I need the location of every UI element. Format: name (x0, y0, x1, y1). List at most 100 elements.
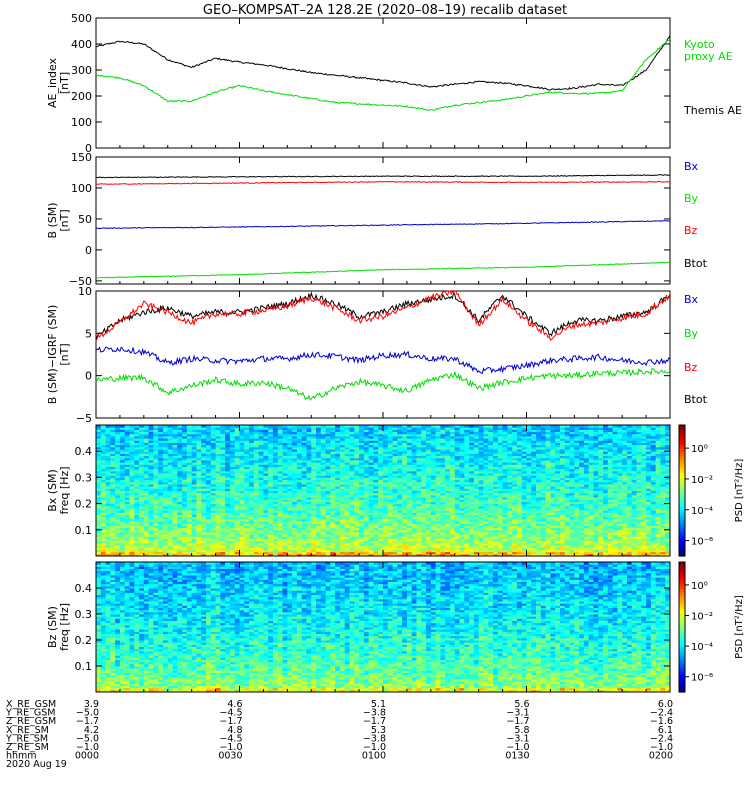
psd-cell (110, 521, 116, 524)
psd-cell (119, 510, 126, 513)
psd-cell (96, 475, 102, 478)
psd-cell (220, 490, 226, 494)
psd-cell (225, 451, 231, 454)
psd-cell (134, 433, 140, 437)
psd-cell (162, 468, 169, 472)
psd-cell (349, 442, 355, 446)
psd-cell (316, 505, 322, 509)
psd-cell (105, 442, 111, 446)
psd-cell (320, 525, 327, 529)
psd-cell (100, 505, 107, 509)
psd-cell (119, 542, 126, 546)
psd-cell (253, 525, 260, 529)
psd-cell (363, 477, 370, 481)
psd-cell (229, 553, 236, 557)
psd-cell (215, 534, 221, 537)
psd-cell (206, 446, 212, 450)
psd-cell (363, 494, 370, 498)
psd-cell (258, 429, 264, 433)
psd-cell (134, 516, 140, 520)
psd-cell (143, 477, 150, 481)
psd-cell (311, 488, 317, 491)
psd-cell (139, 431, 145, 435)
psd-cell (330, 425, 336, 428)
psd-cell (229, 510, 236, 513)
psd-cell (306, 540, 312, 544)
psd-cell (196, 442, 202, 446)
psd-cell (239, 477, 245, 481)
psd-cell (363, 523, 370, 526)
psd-cell (253, 433, 260, 437)
psd-cell (354, 457, 360, 461)
psd-cell (191, 442, 197, 446)
psd-cell (272, 494, 279, 498)
psd-cell (177, 451, 183, 454)
psd-cell (244, 516, 250, 520)
psd-cell (100, 473, 107, 476)
psd-cell (311, 451, 317, 454)
psd-cell (316, 536, 322, 540)
psd-cell (143, 527, 150, 531)
psd-cell (354, 481, 360, 485)
psd-cell (153, 510, 159, 513)
psd-cell (325, 446, 331, 450)
psd-cell (210, 477, 217, 481)
psd-cell (210, 488, 217, 491)
psd-cell (244, 457, 250, 461)
psd-cell (349, 462, 355, 465)
psd-cell (177, 435, 183, 439)
psd-cell (229, 459, 236, 463)
psd-cell (344, 462, 351, 465)
psd-cell (330, 551, 336, 555)
psd-cell (96, 523, 102, 526)
psd-cell (191, 547, 197, 550)
psd-cell (316, 531, 322, 535)
psd-cell (292, 545, 298, 548)
psd-cell (167, 429, 174, 433)
psd-cell (330, 475, 336, 478)
psd-cell (210, 486, 217, 489)
psd-cell (186, 429, 193, 433)
psd-cell (100, 433, 107, 437)
psd-cell (110, 483, 116, 487)
psd-cell (349, 529, 355, 533)
psd-cell (158, 464, 164, 467)
psd-cell (210, 523, 217, 526)
psd-cell (119, 523, 126, 526)
psd-cell (268, 477, 274, 481)
psd-cell (292, 427, 298, 430)
psd-cell (234, 549, 240, 553)
psd-cell (349, 505, 355, 509)
psd-cell (210, 431, 217, 435)
psd-cell (349, 534, 355, 537)
psd-cell (316, 490, 322, 494)
psd-cell (363, 490, 370, 494)
psd-cell (354, 542, 360, 546)
y-tick-label: −5 (76, 412, 92, 425)
psd-cell (215, 466, 221, 470)
psd-cell (158, 536, 164, 540)
psd-cell (148, 464, 154, 467)
legend-line: Btot (684, 393, 708, 406)
psd-cell (292, 453, 298, 457)
psd-cell (306, 507, 312, 511)
psd-cell (263, 431, 269, 435)
psd-cell (287, 494, 293, 498)
psd-cell (359, 521, 365, 524)
psd-cell (162, 507, 169, 511)
psd-cell (196, 466, 202, 470)
psd-cell (186, 455, 193, 459)
psd-cell (162, 483, 169, 487)
psd-cell (292, 475, 298, 478)
psd-cell (143, 438, 150, 441)
psd-cell (349, 512, 355, 516)
psd-cell (253, 470, 260, 474)
psd-cell (320, 497, 327, 500)
psd-cell (268, 449, 274, 452)
psd-cell (268, 466, 274, 470)
psd-cell (96, 551, 102, 555)
psd-cell (311, 525, 317, 529)
psd-cell (354, 466, 360, 470)
psd-cell (215, 510, 221, 513)
psd-cell (239, 425, 245, 428)
